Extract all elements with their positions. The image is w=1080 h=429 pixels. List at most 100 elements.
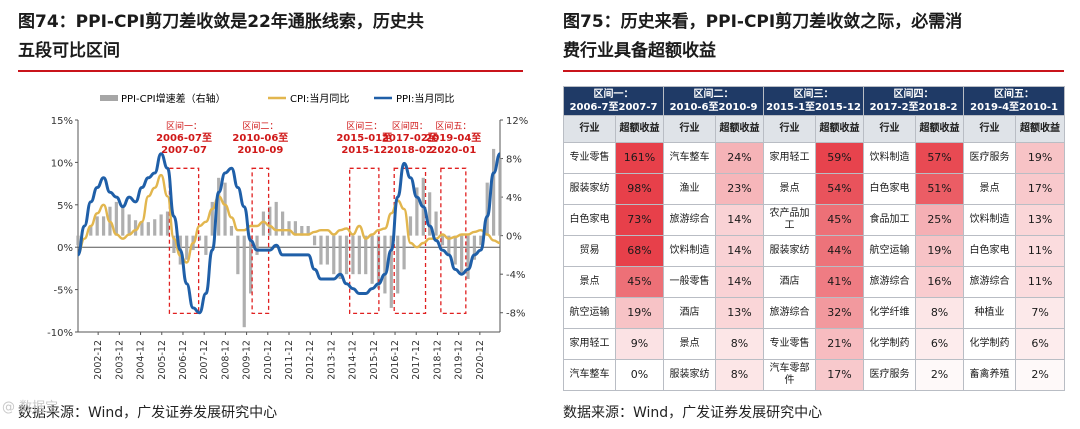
industry-cell: 贸易 xyxy=(563,235,616,267)
excess-return-cell: 13% xyxy=(1015,204,1066,236)
spread-bar xyxy=(415,187,419,236)
x-tick-label: 2019-12 xyxy=(454,340,465,380)
excess-return-cell: 98% xyxy=(614,173,665,205)
excess-return-cell: 9% xyxy=(614,328,665,360)
spread-bars xyxy=(76,148,502,328)
table-header-row: 区间一： 2006-7至2007-7 区间二： 2010-6至2010-9 区间三： 20… xyxy=(562,86,1066,116)
spread-bar xyxy=(140,221,144,236)
spread-bar xyxy=(402,235,406,270)
chart-title: 图74：PPI-CPI剪刀差收敛是22年通胀线索，历史共 五段可比区间 xyxy=(18,8,424,66)
x-tick-label: 2009-12 xyxy=(242,340,253,380)
excess-return-cell: 8% xyxy=(715,359,765,391)
spread-bar xyxy=(287,221,291,236)
period-label: 区间五： xyxy=(994,89,1035,100)
spread-bar xyxy=(396,235,400,294)
period-annotation-label: 2018-02 xyxy=(387,145,433,156)
spread-bar xyxy=(114,201,118,236)
period-header: 区间三： 2015-1至2015-12 xyxy=(763,86,865,116)
x-tick-label: 2020-12 xyxy=(475,340,486,380)
table-row: 航空运输 19% 酒店 13% 旅游综合 32% 化学纤维 8% 种植业 7% xyxy=(563,297,1066,329)
period-box xyxy=(251,167,270,314)
period-annotation-label: 区间三： xyxy=(346,120,382,132)
excess-column-header: 超额收益 xyxy=(614,115,665,143)
x-tick-label: 2017-12 xyxy=(411,340,422,380)
excess-return-cell: 16% xyxy=(915,266,965,298)
spread-bar xyxy=(127,214,131,236)
industry-cell: 化学纤维 xyxy=(863,297,917,329)
period-label: 区间三： xyxy=(793,89,834,100)
table-row: 服装家纺 98% 渔业 23% 景点 54% 白色家电 51% 景点 17% xyxy=(563,173,1066,205)
spread-bar xyxy=(338,235,342,279)
chart-axes: 15% 10% 5% 0% -5% -10% 12% 8% 4% 0% -4% -8% 2002-12 2… xyxy=(47,116,528,380)
chart-source: 数据来源：Wind，广发证券发展研究中心 xyxy=(18,405,278,421)
industry-cell: 景点 xyxy=(563,266,616,298)
excess-return-cell: 21% xyxy=(815,328,865,360)
period-annotation-label: 2010-09 xyxy=(237,145,283,156)
industry-cell: 汽车整车 xyxy=(663,142,717,174)
industry-cell: 景点 xyxy=(663,328,717,360)
spread-bar xyxy=(268,206,272,236)
industry-cell: 种植业 xyxy=(963,297,1017,329)
spread-bar xyxy=(434,211,438,236)
x-tick-label: 2008-12 xyxy=(220,340,231,380)
period-range: 2010-6至2010-9 xyxy=(669,102,758,113)
spread-bar xyxy=(95,216,99,236)
spread-bar xyxy=(498,158,502,236)
period-annotation-label: 区间四： xyxy=(392,120,428,132)
table-subheader-row: 行业 超额收益 行业 超额收益 行业 超额收益 行业 超额收益 行业 超额收益 xyxy=(563,115,1066,143)
industry-cell: 化学制药 xyxy=(863,328,917,360)
spread-bar xyxy=(332,235,336,275)
industry-cell: 畜禽养殖 xyxy=(963,359,1017,391)
spread-bar xyxy=(460,235,464,275)
excess-return-cell: 14% xyxy=(715,204,765,236)
period-annotation-label: 区间二： xyxy=(242,120,278,132)
industry-cell: 渔业 xyxy=(663,173,717,205)
period-annotation-label: 2020-01 xyxy=(430,145,476,156)
industry-cell: 一般零售 xyxy=(663,266,717,298)
right-tick-label: 0% xyxy=(506,232,522,243)
excess-return-cell: 2% xyxy=(915,359,965,391)
spread-bar xyxy=(325,235,329,265)
series-lines xyxy=(76,152,502,315)
industry-cell: 汽车零部件 xyxy=(763,359,817,391)
spread-bar xyxy=(159,214,163,236)
spread-bar xyxy=(101,216,106,236)
x-tick-label: 2005-12 xyxy=(157,340,168,380)
industry-cell: 航空运输 xyxy=(563,297,616,329)
period-box xyxy=(440,167,467,314)
spread-bar xyxy=(492,148,496,236)
watermark-text: @ 数据宝 xyxy=(2,400,59,415)
industry-cell: 酒店 xyxy=(663,297,717,329)
spread-bar xyxy=(485,182,489,236)
excess-return-cell: 17% xyxy=(815,359,865,391)
excess-return-table: 区间一： 2006-7至2007-7 区间二： 2010-6至2010-9 区间三： 20… xyxy=(562,86,1066,391)
excess-return-cell: 24% xyxy=(715,142,765,174)
table-row: 汽车整车 0% 服装家纺 8% 汽车零部件 17% 医疗服务 2% 畜禽养殖 2% xyxy=(563,359,1066,391)
excess-return-cell: 2% xyxy=(1015,359,1066,391)
period-annotation-label: 区间一： xyxy=(166,120,202,132)
excess-column-header: 超额收益 xyxy=(915,115,965,143)
period-annotation-label: 2007-07 xyxy=(161,145,207,156)
period-range: 2015-1至2015-12 xyxy=(766,102,861,113)
excess-return-cell: 13% xyxy=(715,297,765,329)
period-box xyxy=(168,167,200,314)
period-annotation-label: 2015-12 xyxy=(341,145,387,156)
period-header: 区间一： 2006-7至2007-7 xyxy=(562,86,665,116)
title-divider xyxy=(563,70,1064,72)
period-annotation-label: 区间五： xyxy=(435,120,471,132)
cpi-series-line xyxy=(77,173,501,264)
industry-cell: 白色家电 xyxy=(563,204,616,236)
spread-bar xyxy=(76,235,80,246)
spread-bar xyxy=(281,211,285,236)
spread-bar xyxy=(165,211,170,236)
spread-bar xyxy=(185,235,189,260)
spread-bar xyxy=(217,177,221,236)
x-tick-label: 2016-12 xyxy=(390,340,401,380)
industry-column-header: 行业 xyxy=(563,115,616,143)
left-tick-label: 0% xyxy=(57,243,73,254)
industry-cell: 旅游综合 xyxy=(763,297,817,329)
spread-bar xyxy=(479,235,483,246)
industry-cell: 景点 xyxy=(963,173,1017,205)
legend-label-ppi: PPI:当月同比 xyxy=(396,92,454,105)
excess-return-cell: 54% xyxy=(815,173,865,205)
